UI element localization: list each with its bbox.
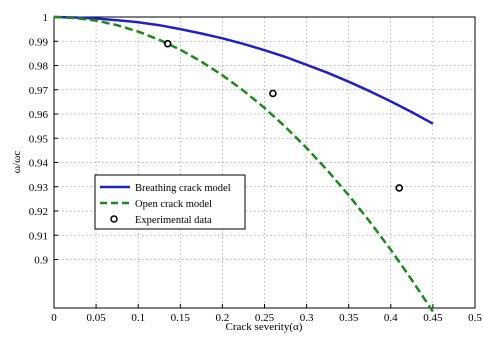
x-tick-label: 0.4 [384, 312, 398, 324]
y-tick-label: 1 [43, 12, 49, 24]
series-layer [53, 15, 434, 313]
legend: Breathing crack model Open crack model E… [94, 174, 246, 230]
series-line-breathing-crack-model [53, 15, 434, 125]
y-tick-label: 0.92 [29, 206, 48, 218]
legend-label-experimental: Experimental data [135, 215, 212, 226]
plot-area-frame [53, 16, 476, 309]
x-tick-label: 0.3 [300, 312, 314, 324]
x-tick-label: 0.35 [339, 312, 359, 324]
x-tick-label: 0.05 [86, 312, 106, 324]
legend-box [94, 174, 246, 230]
y-tick-label: 0.97 [29, 85, 49, 97]
y-tick-label: 0.9 [34, 255, 48, 267]
tick-labels: 0 0.05 0.1 0.15 0.2 0.25 0.3 0.35 0.4 0.45 0.5 0.9 0… [29, 12, 483, 324]
x-tick-label: 0.45 [423, 312, 443, 324]
y-tick-label: 0.99 [29, 36, 49, 48]
data-point-experimental-data [395, 184, 404, 192]
legend-label-open: Open crack model [135, 199, 212, 210]
x-tick-label: 0.2 [216, 312, 230, 324]
y-tick-label: 0.95 [29, 133, 49, 145]
grid-lines [53, 16, 476, 308]
x-tick-label: 0.15 [171, 312, 191, 324]
x-tick-label: 0.5 [468, 312, 482, 324]
x-axis-label: Crack severity(α) [226, 321, 303, 333]
data-point-experimental-data [269, 89, 277, 98]
data-point-experimental-data [163, 39, 172, 48]
y-tick-label: 0.98 [29, 61, 49, 73]
y-tick-label: 0.96 [29, 109, 49, 121]
x-tick-label: 0.1 [131, 312, 145, 324]
x-tick-label: 0.25 [255, 312, 275, 324]
y-tick-label: 0.91 [29, 230, 48, 242]
legend-label-breathing: Breathing crack model [135, 183, 231, 194]
legend-marker-experimental [110, 215, 118, 223]
y-axis-label: ω/ωc [11, 151, 23, 174]
x-tick-label: 0 [51, 312, 57, 324]
series-line-open-crack-model [53, 15, 434, 313]
y-tick-label: 0.93 [29, 182, 49, 194]
y-tick-label: 0.94 [29, 158, 49, 170]
